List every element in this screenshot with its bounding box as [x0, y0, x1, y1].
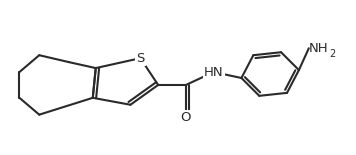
Text: HN: HN [204, 66, 224, 79]
Text: O: O [181, 111, 191, 124]
Text: S: S [136, 52, 145, 65]
Text: NH: NH [309, 42, 329, 55]
Text: 2: 2 [329, 49, 335, 59]
